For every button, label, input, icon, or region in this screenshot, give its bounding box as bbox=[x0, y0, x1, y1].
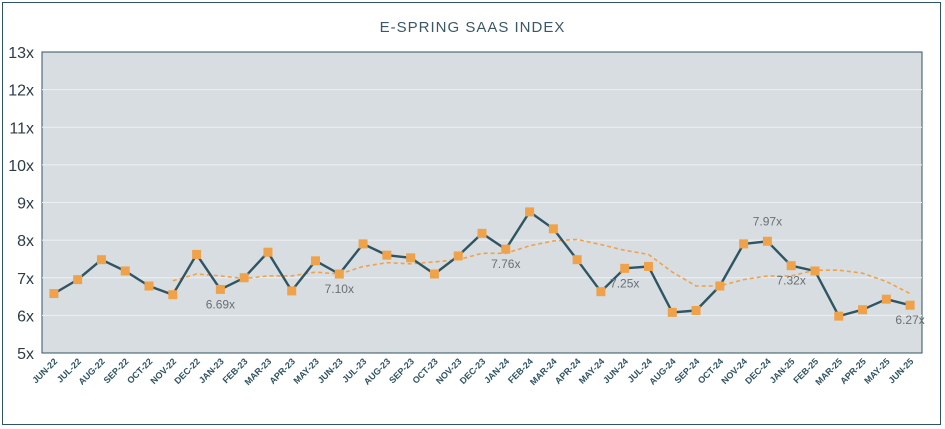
x-tick-label: AUG-22 bbox=[76, 356, 106, 386]
x-tick-label: JAN-24 bbox=[482, 356, 511, 385]
data-label: 7.25x bbox=[610, 276, 639, 290]
data-point bbox=[572, 255, 582, 265]
y-tick-label: 11x bbox=[9, 120, 34, 137]
data-label: 7.10x bbox=[325, 282, 354, 296]
y-tick-label: 8x bbox=[17, 233, 34, 250]
data-label: 6.69x bbox=[206, 297, 235, 311]
x-tick-label: AUG-24 bbox=[647, 356, 677, 386]
chart-title: E-SPRING SAAS INDEX bbox=[379, 19, 566, 36]
y-tick-label: 6x bbox=[17, 308, 34, 325]
data-label: 7.76x bbox=[491, 257, 520, 271]
x-tick-label: JUN-23 bbox=[316, 356, 345, 385]
data-point bbox=[358, 239, 368, 249]
x-tick-label: JAN-23 bbox=[197, 356, 226, 385]
x-tick-label: DEC-24 bbox=[743, 356, 773, 386]
data-point bbox=[168, 290, 178, 300]
data-point bbox=[382, 250, 392, 260]
data-point bbox=[239, 273, 249, 283]
data-point bbox=[810, 266, 820, 276]
data-point bbox=[786, 261, 796, 271]
data-point bbox=[453, 251, 463, 261]
x-tick-label: JUN-24 bbox=[601, 356, 630, 385]
data-point bbox=[525, 207, 535, 217]
data-point bbox=[311, 256, 321, 266]
data-label: 6.27x bbox=[895, 313, 924, 327]
data-label: 7.97x bbox=[753, 214, 782, 228]
x-tick-label: APR-23 bbox=[267, 356, 297, 386]
data-point bbox=[429, 269, 439, 279]
x-tick-label: APR-25 bbox=[838, 356, 868, 386]
data-point bbox=[192, 249, 202, 259]
data-point bbox=[96, 255, 106, 265]
data-point bbox=[667, 307, 677, 317]
data-point bbox=[477, 228, 487, 238]
average-line bbox=[172, 238, 911, 295]
y-tick-label: 10x bbox=[8, 158, 34, 175]
data-point bbox=[215, 284, 225, 294]
data-point bbox=[739, 239, 749, 249]
data-point bbox=[144, 281, 154, 291]
x-tick-label: APR-24 bbox=[553, 356, 583, 386]
data-point bbox=[715, 281, 725, 291]
x-tick-label: MAR-25 bbox=[813, 356, 844, 387]
x-tick-label: DEC-23 bbox=[458, 356, 488, 386]
y-tick-label: 13x bbox=[8, 45, 34, 62]
x-tick-label: MAY-25 bbox=[862, 356, 891, 385]
data-point bbox=[287, 286, 297, 296]
data-point bbox=[691, 305, 701, 315]
data-point bbox=[263, 247, 273, 257]
y-tick-label: 7x bbox=[17, 271, 34, 288]
x-tick-label: JAN-25 bbox=[768, 356, 797, 385]
data-point bbox=[762, 236, 772, 246]
data-point bbox=[858, 305, 868, 315]
x-tick-label: DEC-22 bbox=[172, 356, 202, 386]
data-point bbox=[120, 266, 130, 276]
x-tick-label: JUN-25 bbox=[887, 356, 916, 385]
data-point bbox=[73, 275, 83, 285]
x-tick-label: MAR-24 bbox=[528, 356, 559, 387]
data-point bbox=[406, 253, 416, 263]
data-point bbox=[548, 224, 558, 234]
x-tick-label: AUG-23 bbox=[362, 356, 392, 386]
x-tick-label: MAY-24 bbox=[577, 356, 606, 385]
data-point bbox=[834, 311, 844, 321]
y-tick-label: 5x bbox=[17, 346, 34, 363]
data-point bbox=[596, 287, 606, 297]
data-point bbox=[620, 263, 630, 273]
data-point bbox=[905, 300, 915, 310]
x-tick-label: MAR-23 bbox=[243, 356, 274, 387]
data-point bbox=[643, 261, 653, 271]
data-point bbox=[49, 289, 59, 299]
data-point bbox=[501, 244, 511, 254]
x-tick-label: JUN-22 bbox=[30, 356, 59, 385]
x-tick-label: MAY-23 bbox=[291, 356, 320, 385]
data-point bbox=[334, 269, 344, 279]
y-tick-label: 9x bbox=[17, 196, 34, 213]
data-label: 7.32x bbox=[777, 274, 806, 288]
data-point bbox=[881, 294, 891, 304]
y-tick-label: 12x bbox=[8, 83, 34, 100]
